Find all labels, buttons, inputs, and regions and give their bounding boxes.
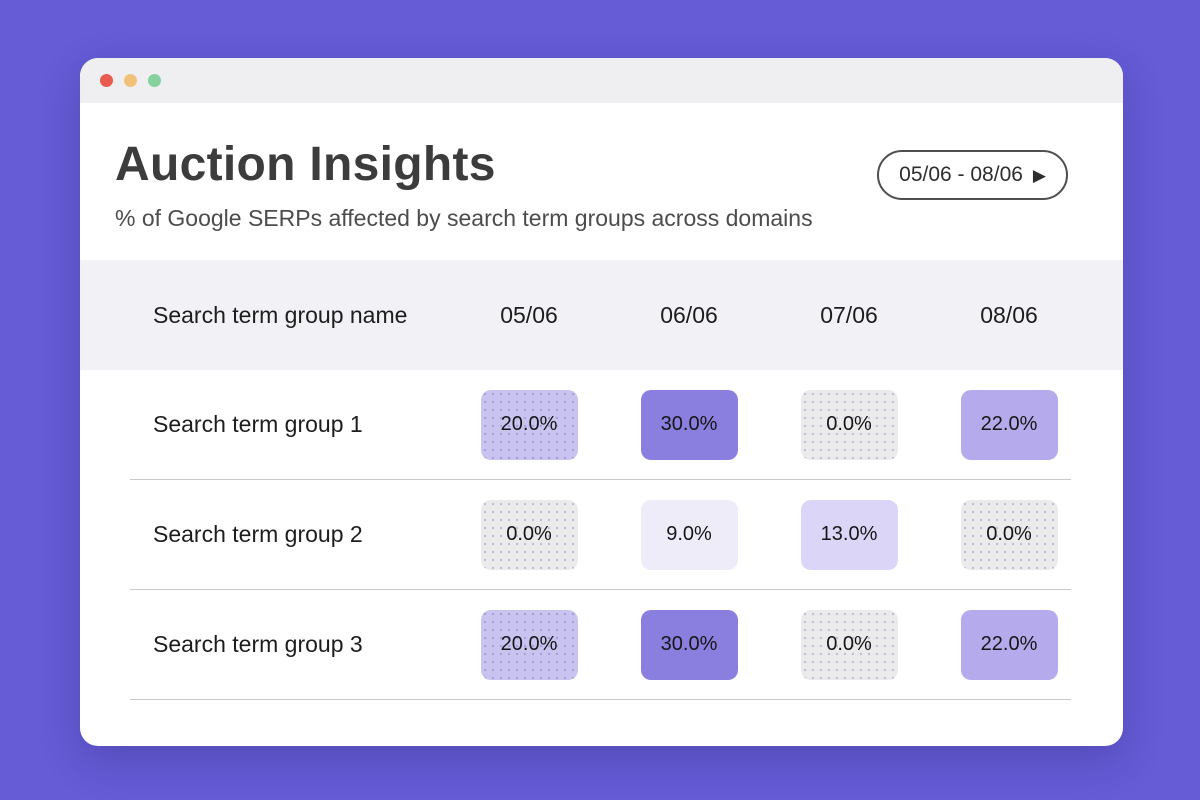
cell-container: 30.0% bbox=[609, 389, 769, 460]
cell-container: 20.0% bbox=[449, 389, 609, 460]
date-range-label: 05/06 - 08/06 bbox=[899, 163, 1023, 186]
cell-container: 9.0% bbox=[609, 499, 769, 570]
heatmap-cell: 22.0% bbox=[960, 609, 1058, 680]
heatmap-cell: 0.0% bbox=[800, 389, 898, 460]
row-label: Search term group 1 bbox=[153, 411, 363, 437]
heatmap-cell: 0.0% bbox=[800, 609, 898, 680]
row-divider bbox=[130, 479, 1071, 480]
cell-container: 0.0% bbox=[449, 499, 609, 570]
date-range-button[interactable]: 05/06 - 08/06 ▶ bbox=[877, 150, 1068, 200]
column-header-group-name: Search term group name bbox=[153, 301, 408, 328]
cell-container: 30.0% bbox=[609, 609, 769, 680]
heatmap-cell: 20.0% bbox=[480, 389, 578, 460]
column-header-date-1: 05/06 bbox=[500, 301, 558, 328]
heatmap-cell: 30.0% bbox=[640, 609, 738, 680]
app-window: Auction Insights 05/06 - 08/06 ▶ % of Go… bbox=[80, 58, 1123, 746]
cell-container: 20.0% bbox=[449, 609, 609, 680]
cell-container: 22.0% bbox=[929, 609, 1089, 680]
table-row: Search term group 3 20.0% 30.0% 0.0% 22.… bbox=[80, 590, 1123, 699]
heatmap-cell: 0.0% bbox=[960, 499, 1058, 570]
heatmap-cell: 22.0% bbox=[960, 389, 1058, 460]
heatmap-cell: 0.0% bbox=[480, 499, 578, 570]
row-divider bbox=[130, 699, 1071, 700]
heatmap-cell: 30.0% bbox=[640, 389, 738, 460]
column-header-date-3: 07/06 bbox=[820, 301, 878, 328]
close-window-icon[interactable] bbox=[100, 74, 113, 87]
page-title: Auction Insights bbox=[115, 138, 496, 191]
report-header: Auction Insights 05/06 - 08/06 ▶ % of Go… bbox=[80, 103, 1123, 232]
cell-container: 0.0% bbox=[929, 499, 1089, 570]
table-row: Search term group 1 20.0% 30.0% 0.0% 22.… bbox=[80, 370, 1123, 479]
heatmap-cell: 9.0% bbox=[640, 499, 738, 570]
table-header-row: Search term group name 05/06 06/06 07/06… bbox=[80, 260, 1123, 370]
column-header-date-4: 08/06 bbox=[980, 301, 1038, 328]
column-header-date-2: 06/06 bbox=[660, 301, 718, 328]
table-row: Search term group 2 0.0% 9.0% 13.0% 0.0% bbox=[80, 480, 1123, 589]
minimize-window-icon[interactable] bbox=[124, 74, 137, 87]
next-period-icon: ▶ bbox=[1032, 165, 1046, 185]
page-subtitle: % of Google SERPs affected by search ter… bbox=[115, 205, 813, 231]
maximize-window-icon[interactable] bbox=[148, 74, 161, 87]
cell-container: 13.0% bbox=[769, 499, 929, 570]
row-label: Search term group 3 bbox=[153, 631, 363, 657]
cell-container: 22.0% bbox=[929, 389, 1089, 460]
heatmap-cell: 20.0% bbox=[480, 609, 578, 680]
cell-container: 0.0% bbox=[769, 609, 929, 680]
row-label: Search term group 2 bbox=[153, 521, 363, 547]
cell-container: 0.0% bbox=[769, 389, 929, 460]
heatmap-cell: 13.0% bbox=[800, 499, 898, 570]
window-titlebar bbox=[80, 58, 1123, 103]
row-divider bbox=[130, 589, 1071, 590]
